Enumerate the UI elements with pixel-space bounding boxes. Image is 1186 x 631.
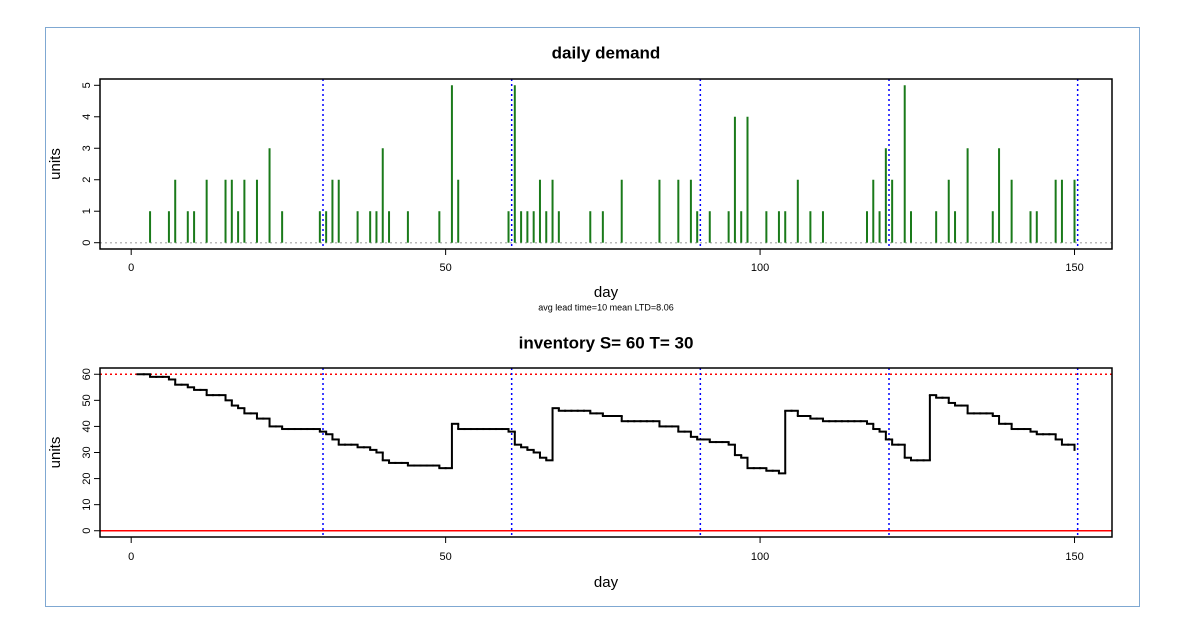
subtitle: avg lead time=10 mean LTD=8.06 [538, 302, 673, 312]
x-tick-label: 0 [128, 551, 134, 563]
y-tick-label: 5 [81, 82, 93, 88]
chart-title: daily demand [552, 43, 661, 62]
y-tick-label: 20 [81, 472, 93, 484]
y-tick-label: 2 [81, 177, 93, 183]
y-axis-label: units [47, 437, 64, 469]
y-tick-label: 10 [81, 499, 93, 511]
plot-box [99, 78, 1113, 250]
x-tick-label: 150 [1065, 262, 1083, 274]
x-tick-label: 0 [128, 262, 134, 274]
x-axis-label: day [594, 284, 619, 301]
x-tick-label: 100 [751, 551, 769, 563]
x-tick-label: 50 [440, 551, 452, 563]
y-tick-label: 4 [81, 114, 93, 120]
y-tick-label: 30 [81, 446, 93, 458]
x-axis-label: day [594, 574, 619, 591]
y-tick-label: 50 [81, 394, 93, 406]
y-axis-label: units [47, 148, 64, 180]
x-tick-label: 150 [1065, 551, 1083, 563]
x-tick-label: 50 [440, 262, 452, 274]
x-tick-label: 100 [751, 262, 769, 274]
chart-title: inventory S= 60 T= 30 [519, 333, 694, 352]
y-tick-label: 3 [81, 145, 93, 151]
y-tick-label: 1 [81, 208, 93, 214]
frame [45, 27, 1140, 607]
y-tick-label: 0 [81, 528, 93, 534]
plot-box [99, 367, 1113, 538]
y-tick-label: 60 [81, 368, 93, 380]
y-tick-label: 0 [81, 240, 93, 246]
y-tick-label: 40 [81, 420, 93, 432]
